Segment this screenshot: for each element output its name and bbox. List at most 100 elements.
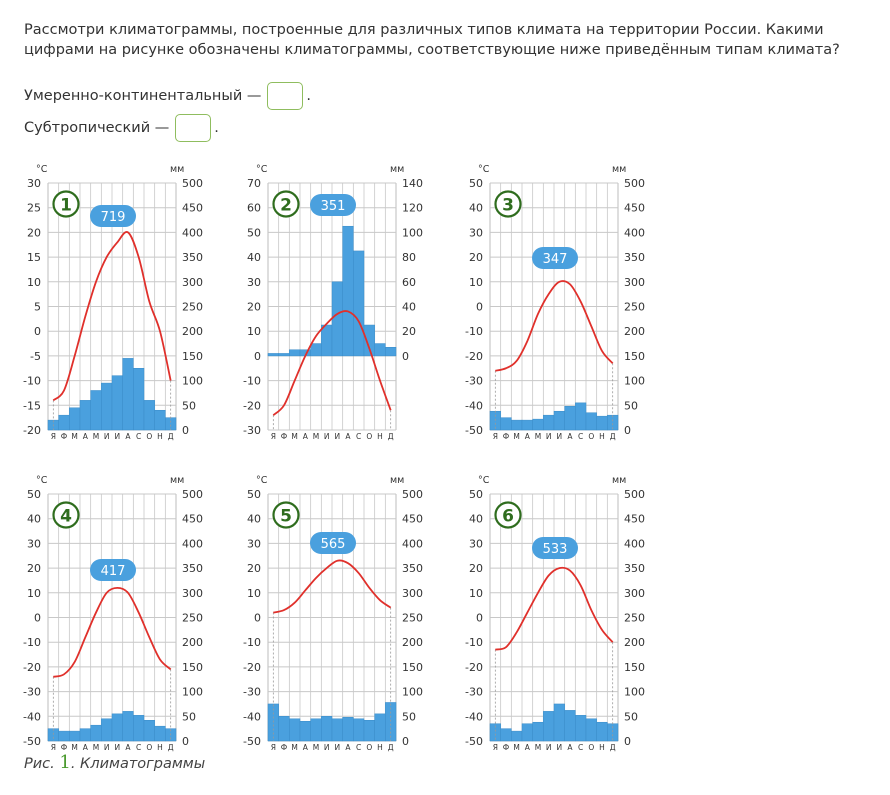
answer-suffix: . [214, 120, 219, 136]
temp-tick-label: -50 [23, 735, 41, 748]
caption-number: 1 [59, 752, 71, 773]
temp-unit-label: °C [478, 164, 490, 175]
month-label: Н [157, 743, 163, 752]
chart-number-circle [272, 190, 300, 218]
month-label: Н [599, 432, 605, 441]
temp-tick-label: 50 [469, 488, 483, 501]
temp-tick-label: -30 [243, 424, 261, 437]
month-label: М [313, 432, 319, 441]
precip-tick-label: 400 [624, 226, 645, 239]
temp-tick-label: -40 [23, 710, 41, 723]
precip-bar-7 [553, 703, 565, 742]
precip-tick-label: 0 [402, 350, 409, 363]
precip-tick-label: 200 [182, 636, 203, 649]
temp-line [495, 566, 614, 651]
precip-tick-label: 450 [624, 202, 645, 215]
temp-tick-label: 20 [27, 226, 41, 239]
precip-tick-label: 350 [182, 562, 203, 575]
temp-tick-label: -20 [243, 661, 261, 674]
precip-bar-5 [90, 724, 102, 742]
precip-bar-9 [353, 250, 365, 357]
precip-bar-9 [133, 368, 145, 431]
precip-bar-2 [58, 730, 70, 742]
precip-bar-4 [521, 419, 533, 431]
answer-row-subtropical: Субтропический — . [24, 114, 219, 142]
precip-bar-11 [374, 713, 386, 742]
temp-tick-label: 40 [247, 513, 261, 526]
chart-number: 1 [60, 196, 72, 216]
precip-tick-label: 450 [182, 202, 203, 215]
temp-tick-label: 0 [476, 301, 483, 314]
temp-tick-label: -5 [30, 350, 41, 363]
temp-tick-label: -20 [243, 399, 261, 412]
temp-tick-label: 10 [469, 276, 483, 289]
answer-row-temperate-continental: Умеренно-континентальный — . [24, 82, 311, 110]
temp-tick-label: 0 [34, 325, 41, 338]
precip-tick-label: 0 [182, 424, 189, 437]
month-label: Н [599, 743, 605, 752]
precip-tick-label: 450 [624, 513, 645, 526]
precip-bar-8 [342, 717, 354, 742]
precip-tick-label: 350 [624, 251, 645, 264]
temp-tick-label: 20 [247, 562, 261, 575]
month-label: О [146, 432, 152, 441]
temp-tick-label: -30 [465, 375, 483, 388]
temp-tick-label: 30 [469, 537, 483, 550]
precip-bar-4 [79, 400, 91, 431]
chart-number: 4 [60, 507, 72, 527]
temp-tick-label: -40 [465, 399, 483, 412]
month-label: А [83, 743, 89, 752]
month-label: С [356, 432, 361, 441]
temp-tick-label: 10 [469, 587, 483, 600]
temp-tick-label: 30 [27, 177, 41, 190]
precip-bar-10 [143, 400, 155, 431]
temp-line [272, 310, 392, 416]
temp-tick-label: -10 [465, 636, 483, 649]
month-label: С [578, 432, 583, 441]
precip-bar-3 [69, 730, 81, 742]
precip-unit-label: мм [390, 164, 404, 175]
precip-tick-label: 150 [402, 661, 423, 674]
month-label: И [104, 432, 110, 441]
temp-tick-label: 50 [27, 488, 41, 501]
precip-tick-label: 200 [402, 636, 423, 649]
month-label: Я [51, 432, 56, 441]
precip-bar-3 [289, 349, 301, 357]
month-label: С [356, 743, 361, 752]
precip-tick-label: 500 [624, 177, 645, 190]
month-label: О [146, 743, 152, 752]
temp-tick-label: 50 [469, 177, 483, 190]
temp-tick-label: -20 [465, 661, 483, 674]
precip-tick-label: 350 [182, 251, 203, 264]
answer-input-temperate-continental[interactable] [267, 82, 304, 110]
precip-tick-label: 200 [624, 636, 645, 649]
precip-bar-11 [154, 409, 166, 431]
climatogram-4: °C мм50403020100-10-20-30-40-505004504003… [23, 475, 203, 752]
precip-bar-10 [363, 720, 375, 742]
answer-input-subtropical[interactable] [175, 114, 212, 142]
month-label: А [525, 743, 531, 752]
month-label: О [588, 743, 594, 752]
precip-bar-4 [79, 728, 91, 742]
precip-tick-label: 0 [182, 735, 189, 748]
temp-tick-label: -30 [243, 686, 261, 699]
month-label: Ф [281, 743, 288, 752]
precip-tick-label: 400 [402, 537, 423, 550]
annual-precip-badge [310, 532, 356, 554]
month-label: И [115, 743, 121, 752]
precip-bar-3 [511, 730, 523, 742]
precip-bar-6 [543, 711, 555, 742]
precip-bar-9 [575, 715, 587, 742]
temp-tick-label: -40 [465, 710, 483, 723]
month-label: М [535, 432, 541, 441]
annual-precip-badge [90, 559, 136, 581]
month-label: Д [610, 432, 616, 441]
temp-tick-label: 60 [247, 202, 261, 215]
month-label: М [93, 743, 99, 752]
precip-tick-label: 400 [182, 537, 203, 550]
temp-tick-label: 10 [27, 587, 41, 600]
precip-tick-label: 20 [402, 325, 416, 338]
month-label: Ф [503, 432, 510, 441]
precip-bar-5 [310, 718, 322, 742]
precip-unit-label: мм [612, 164, 626, 175]
